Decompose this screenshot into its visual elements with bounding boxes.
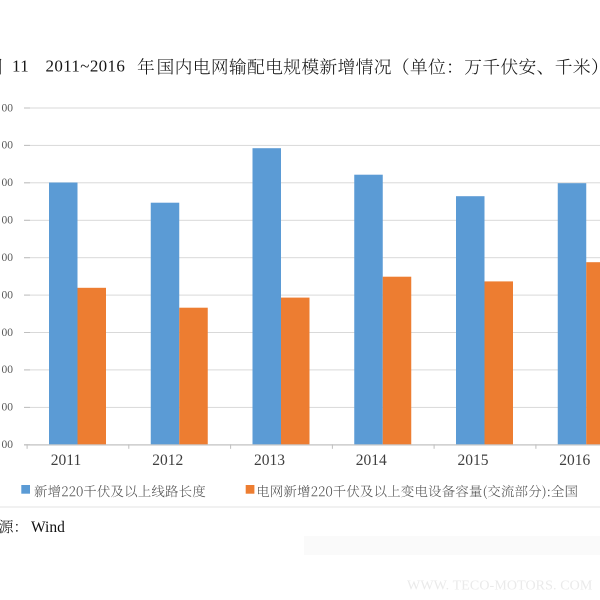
svg-text:Wind: Wind (31, 519, 65, 536)
svg-text:00: 00 (2, 289, 14, 301)
svg-text:00: 00 (2, 102, 14, 114)
svg-text:2011~2016: 2011~2016 (46, 57, 126, 76)
svg-text:00: 00 (2, 140, 14, 152)
svg-text:2015: 2015 (458, 452, 489, 469)
svg-text:2012: 2012 (152, 452, 183, 469)
svg-text:2013: 2013 (254, 452, 285, 469)
svg-text:00: 00 (2, 215, 14, 227)
svg-text:WWW. TECO-MOTORS. COM: WWW. TECO-MOTORS. COM (407, 579, 593, 594)
svg-text:00: 00 (2, 439, 14, 451)
svg-text:00: 00 (2, 364, 14, 376)
svg-text:11: 11 (12, 57, 29, 76)
svg-text:00: 00 (2, 327, 14, 339)
svg-text:2014: 2014 (356, 452, 387, 469)
svg-text:00: 00 (2, 252, 14, 264)
svg-text:2011: 2011 (51, 452, 81, 469)
svg-text:00: 00 (2, 402, 14, 414)
svg-text:2016: 2016 (559, 452, 590, 469)
svg-text:00: 00 (2, 177, 14, 189)
